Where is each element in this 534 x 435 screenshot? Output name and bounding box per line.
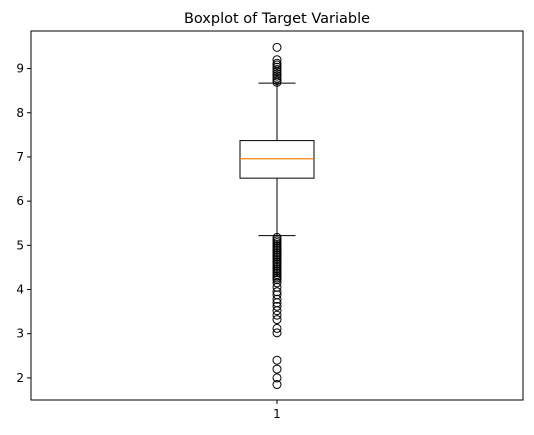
x-tick-label: 1 (273, 407, 281, 421)
outlier-point (272, 77, 282, 87)
outlier-point (272, 328, 282, 338)
y-tick-label: 3 (16, 327, 24, 341)
outlier-point (272, 373, 282, 383)
outlier-point (272, 310, 282, 320)
x-axis: 1 (273, 400, 281, 421)
y-axis: 2 3 4 5 6 7 8 9 (16, 62, 31, 385)
outlier-point (272, 67, 282, 77)
outlier-point (272, 323, 282, 333)
outlier-point (272, 42, 282, 52)
outlier-point (272, 315, 282, 325)
y-tick-label: 7 (16, 150, 24, 164)
outlier-point (272, 73, 282, 83)
box-group (239, 82, 315, 237)
iqr-box (239, 140, 315, 179)
outlier-point (272, 380, 282, 390)
outlier-point (272, 64, 282, 74)
y-tick-label: 9 (16, 62, 24, 76)
y-tick-label: 2 (16, 371, 24, 385)
outlier-point (272, 60, 282, 70)
y-tick-label: 5 (16, 238, 24, 252)
outlier-point (272, 355, 282, 365)
outlier-group (272, 42, 282, 390)
outlier-point (272, 301, 282, 311)
outlier-point (272, 278, 282, 288)
y-tick-label: 6 (16, 194, 24, 208)
chart-title: Boxplot of Target Variable (184, 11, 370, 27)
outlier-point (272, 294, 282, 304)
outlier-point (272, 306, 282, 316)
y-tick-label: 8 (16, 106, 24, 120)
outlier-point (272, 71, 282, 81)
outlier-point (272, 62, 282, 72)
outlier-point (272, 364, 282, 374)
y-tick-label: 4 (16, 283, 24, 297)
